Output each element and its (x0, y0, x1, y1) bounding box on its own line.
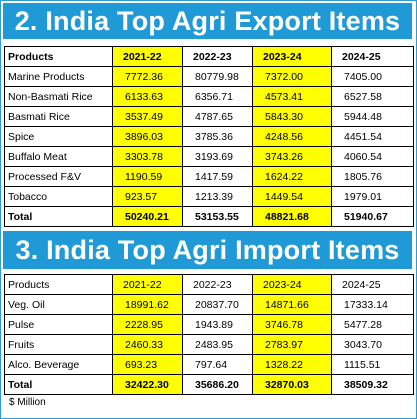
value-cell: 923.57 (112, 186, 183, 207)
value-cell: 3537.49 (112, 106, 183, 127)
value-cell: 80779.98 (182, 66, 253, 87)
header-cell-year: 2022-23 (182, 274, 253, 295)
value-cell: 3743.26 (252, 146, 332, 167)
header-cell-year: 2023-24 (252, 274, 332, 295)
value-cell: 2483.95 (182, 334, 253, 355)
table-row: Veg. Oil 18991.62 20837.70 14871.66 17333.14 (4, 294, 414, 315)
table-row: Non-Basmati Rice 6133.63 6356.71 4573.41 652… (4, 86, 414, 107)
table-row: Spice 3896.03 3785.36 4248.56 4451.54 (4, 126, 414, 147)
product-cell: Spice (4, 126, 113, 147)
value-cell: 2460.33 (112, 334, 183, 355)
value-cell: 53153.55 (182, 206, 253, 227)
import-table: Products 2021-22 2022-23 2023-24 2024-25 Veg.… (4, 274, 414, 395)
product-cell: Pulse (4, 314, 113, 335)
product-cell: Fruits (4, 334, 113, 355)
value-cell: 1624.22 (252, 166, 332, 187)
value-cell: 2783.97 (252, 334, 332, 355)
header-cell-products: Products (4, 274, 113, 295)
header-cell-year: 2021-22 (112, 46, 183, 67)
unit-footnote: $ Million (9, 397, 46, 408)
value-cell: 3303.78 (112, 146, 183, 167)
value-cell: 5944.48 (331, 106, 414, 127)
table-total-row: Total 50240.21 53153.55 48821.68 51940.67 (4, 206, 414, 227)
value-cell: 3785.36 (182, 126, 253, 147)
value-cell: 7405.00 (331, 66, 414, 87)
header-cell-products: Products (4, 46, 113, 67)
table-header-row: Products 2021-22 2022-23 2023-24 2024-25 (4, 46, 414, 67)
value-cell: 4060.54 (331, 146, 414, 167)
table-header-row: Products 2021-22 2022-23 2023-24 2024-25 (4, 274, 414, 295)
export-table: Products 2021-22 2022-23 2023-24 2024-25 Mari… (4, 46, 414, 227)
value-cell: 35686.20 (182, 374, 253, 395)
value-cell: 7772.36 (112, 66, 183, 87)
value-cell: 1328.22 (252, 354, 332, 375)
value-cell: 4451.54 (331, 126, 414, 147)
product-cell: Processed F&V (4, 166, 113, 187)
value-cell: 4787.65 (182, 106, 253, 127)
value-cell: 797.64 (182, 354, 253, 375)
value-cell: 6133.63 (112, 86, 183, 107)
value-cell: 3193.69 (182, 146, 253, 167)
value-cell: 7372.00 (252, 66, 332, 87)
value-cell: 18991.62 (112, 294, 183, 315)
value-cell: 51940.67 (331, 206, 414, 227)
value-cell: 14871.66 (252, 294, 332, 315)
value-cell: 6527.58 (331, 86, 414, 107)
table-row: Alco. Beverage 693.23 797.64 1328.22 1115.51 (4, 354, 414, 375)
product-cell: Total (4, 206, 113, 227)
value-cell: 32422.30 (112, 374, 183, 395)
table-total-row: Total 32422.30 35686.20 32870.03 38509.32 (4, 374, 414, 395)
product-cell: Buffalo Meat (4, 146, 113, 167)
table-row: Basmati Rice 3537.49 4787.65 5843.30 5944.48 (4, 106, 414, 127)
value-cell: 1115.51 (331, 354, 414, 375)
product-cell: Basmati Rice (4, 106, 113, 127)
value-cell: 32870.03 (252, 374, 332, 395)
product-cell: Tobacco (4, 186, 113, 207)
product-cell: Total (4, 374, 113, 395)
header-cell-year: 2021-22 (112, 274, 183, 295)
value-cell: 4573.41 (252, 86, 332, 107)
value-cell: 48821.68 (252, 206, 332, 227)
table-row: Marine Products 7772.36 80779.98 7372.00 740… (4, 66, 414, 87)
value-cell: 3746.78 (252, 314, 332, 335)
header-cell-year: 2022-23 (182, 46, 253, 67)
value-cell: 693.23 (112, 354, 183, 375)
value-cell: 2228.95 (112, 314, 183, 335)
value-cell: 4248.56 (252, 126, 332, 147)
value-cell: 6356.71 (182, 86, 253, 107)
table-row: Tobacco 923.57 1213.39 1449.54 1979.01 (4, 186, 414, 207)
header-cell-year: 2024-25 (331, 274, 414, 295)
product-cell: Veg. Oil (4, 294, 113, 315)
value-cell: 1417.59 (182, 166, 253, 187)
value-cell: 1449.54 (252, 186, 332, 207)
value-cell: 1190.59 (112, 166, 183, 187)
table-row: Buffalo Meat 3303.78 3193.69 3743.26 4060.54 (4, 146, 414, 167)
value-cell: 1979.01 (331, 186, 414, 207)
value-cell: 17333.14 (331, 294, 414, 315)
value-cell: 5843.30 (252, 106, 332, 127)
value-cell: 1943.89 (182, 314, 253, 335)
value-cell: 1213.39 (182, 186, 253, 207)
export-section-title: 2. India Top Agri Export Items (3, 3, 412, 39)
value-cell: 20837.70 (182, 294, 253, 315)
import-section-title: 3. India Top Agri Import Items (3, 231, 412, 269)
value-cell: 38509.32 (331, 374, 414, 395)
product-cell: Marine Products (4, 66, 113, 87)
header-cell-year: 2024-25 (331, 46, 414, 67)
product-cell: Non-Basmati Rice (4, 86, 113, 107)
table-row: Fruits 2460.33 2483.95 2783.97 3043.70 (4, 334, 414, 355)
value-cell: 5477.28 (331, 314, 414, 335)
header-cell-year: 2023-24 (252, 46, 332, 67)
table-row: Processed F&V 1190.59 1417.59 1624.22 1805.7… (4, 166, 414, 187)
value-cell: 50240.21 (112, 206, 183, 227)
product-cell: Alco. Beverage (4, 354, 113, 375)
value-cell: 1805.76 (331, 166, 414, 187)
value-cell: 3043.70 (331, 334, 414, 355)
value-cell: 3896.03 (112, 126, 183, 147)
table-row: Pulse 2228.95 1943.89 3746.78 5477.28 (4, 314, 414, 335)
